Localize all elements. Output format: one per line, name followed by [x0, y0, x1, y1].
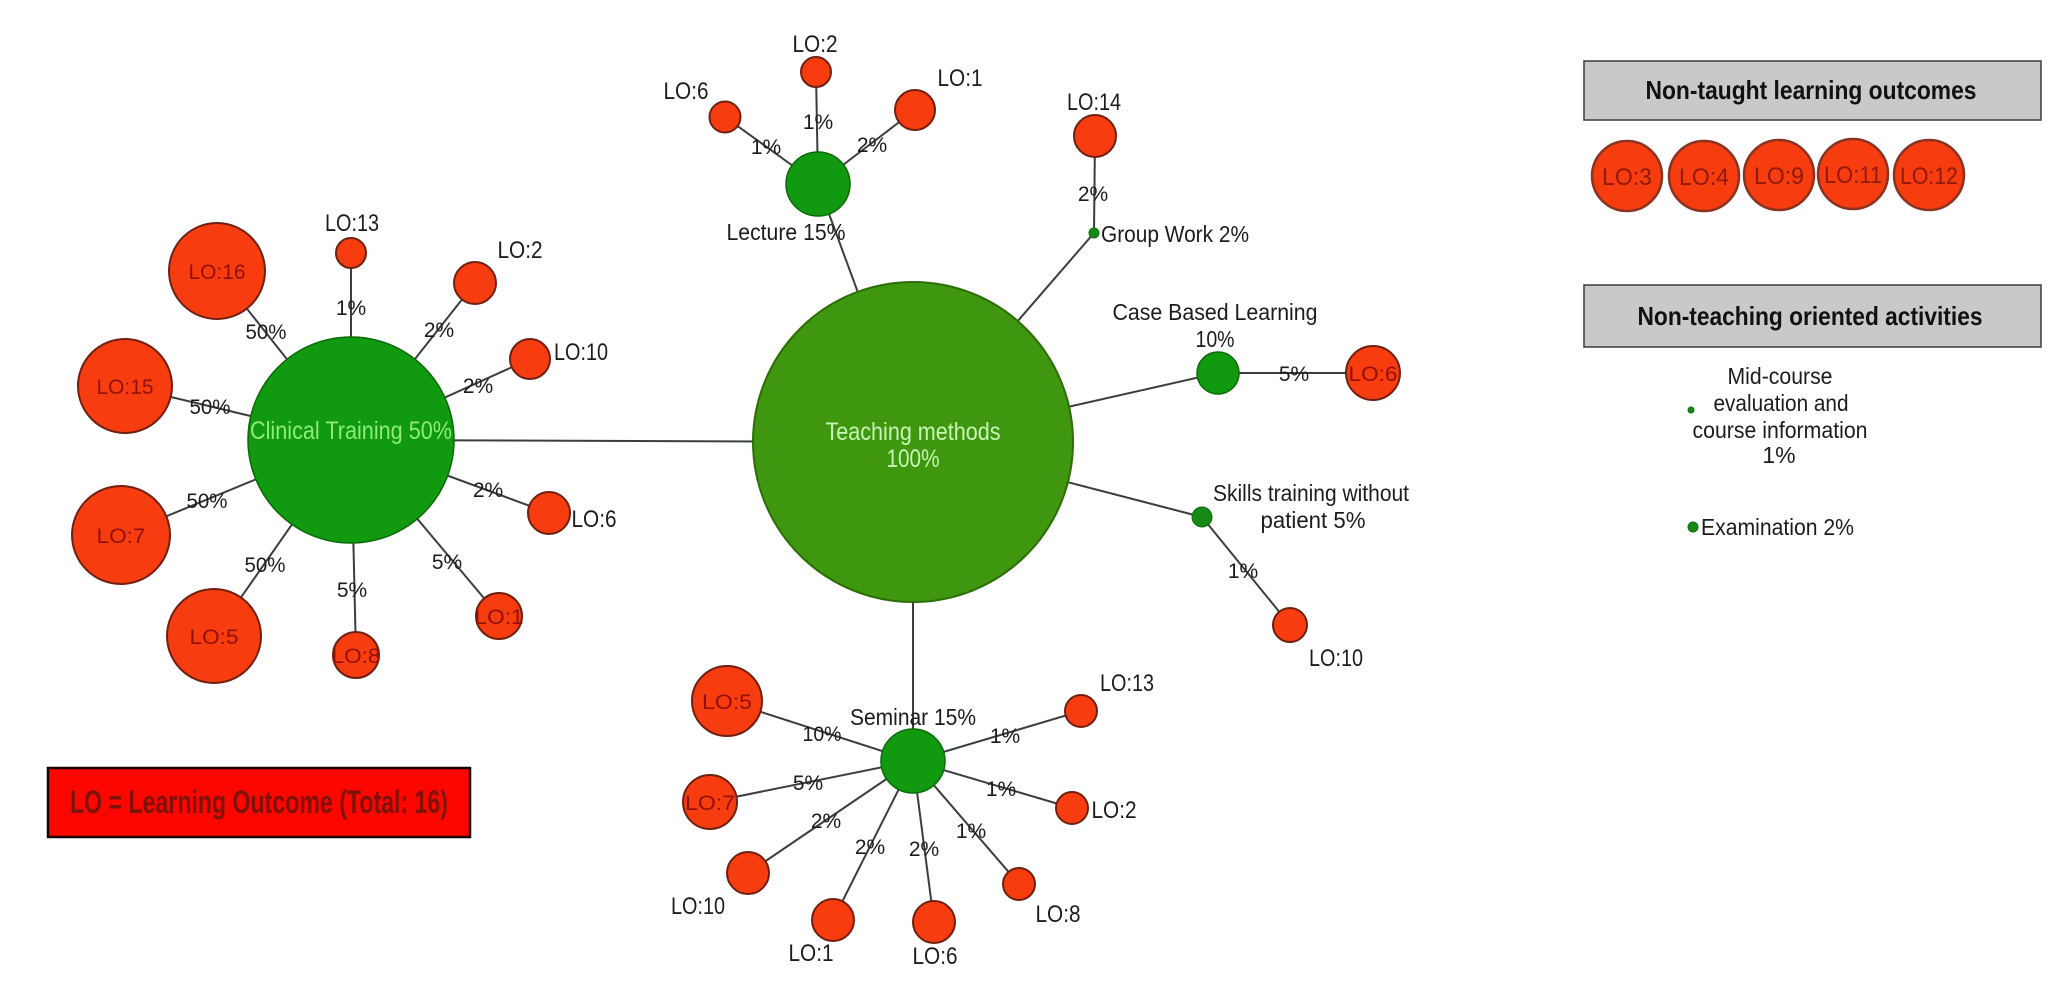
svg-text:LO:8: LO:8 [1036, 901, 1081, 928]
svg-text:10%: 10% [1196, 326, 1235, 352]
svg-text:LO:8: LO:8 [332, 645, 381, 668]
svg-text:LO:15: LO:15 [97, 376, 154, 399]
svg-text:course information: course information [1693, 417, 1868, 443]
svg-text:2%: 2% [909, 838, 939, 861]
svg-text:50%: 50% [245, 554, 286, 577]
svg-text:50%: 50% [187, 490, 228, 513]
svg-text:1%: 1% [986, 778, 1016, 801]
svg-text:50%: 50% [190, 396, 231, 419]
svg-text:LO:2: LO:2 [793, 31, 838, 58]
svg-text:5%: 5% [1279, 363, 1309, 386]
svg-text:LO:6: LO:6 [664, 78, 709, 105]
svg-text:Examination 2%: Examination 2% [1701, 514, 1854, 540]
svg-text:2%: 2% [857, 134, 887, 157]
svg-text:2%: 2% [473, 479, 503, 502]
svg-text:LO:1: LO:1 [789, 940, 834, 967]
svg-text:LO:10: LO:10 [671, 893, 725, 920]
svg-text:1%: 1% [1228, 560, 1258, 583]
svg-text:LO:7: LO:7 [97, 525, 146, 548]
svg-text:10%: 10% [803, 723, 842, 746]
svg-text:LO = Learning Outcome (Total:: LO = Learning Outcome (Total: 16) [70, 784, 448, 820]
svg-text:LO:2: LO:2 [498, 237, 543, 264]
svg-text:LO:5: LO:5 [702, 691, 752, 714]
svg-text:5%: 5% [432, 551, 462, 574]
svg-text:1%: 1% [990, 725, 1020, 748]
svg-text:100%: 100% [887, 445, 940, 473]
svg-text:LO:4: LO:4 [1679, 164, 1729, 191]
svg-text:Non-teaching oriented activiti: Non-teaching oriented activities [1638, 301, 1983, 331]
svg-text:Clinical Training 50%: Clinical Training 50% [250, 417, 452, 445]
svg-text:patient 5%: patient 5% [1261, 507, 1366, 533]
svg-text:LO:10: LO:10 [554, 339, 608, 366]
svg-text:Case Based Learning: Case Based Learning [1113, 299, 1318, 325]
svg-text:LO:6: LO:6 [1349, 363, 1398, 386]
svg-text:5%: 5% [793, 772, 823, 795]
svg-text:2%: 2% [855, 836, 885, 859]
svg-text:Seminar 15%: Seminar 15% [850, 704, 976, 730]
svg-text:LO:12: LO:12 [1900, 163, 1958, 190]
svg-text:50%: 50% [246, 321, 287, 344]
svg-text:LO:2: LO:2 [1092, 797, 1137, 824]
svg-text:LO:5: LO:5 [190, 626, 239, 649]
svg-text:2%: 2% [1078, 183, 1108, 206]
svg-text:LO:1: LO:1 [475, 606, 524, 629]
svg-text:LO:9: LO:9 [1754, 163, 1804, 190]
svg-text:1%: 1% [956, 820, 986, 843]
svg-text:Non-taught learning outcomes: Non-taught learning outcomes [1646, 75, 1977, 105]
svg-text:LO:7: LO:7 [685, 792, 735, 815]
svg-text:2%: 2% [424, 319, 454, 342]
svg-text:Mid-course: Mid-course [1728, 363, 1833, 389]
svg-text:1%: 1% [1762, 442, 1795, 468]
svg-text:LO:16: LO:16 [189, 261, 246, 284]
svg-text:Lecture 15%: Lecture 15% [727, 219, 846, 245]
svg-text:2%: 2% [811, 810, 841, 833]
svg-text:evaluation and: evaluation and [1714, 390, 1849, 416]
svg-text:1%: 1% [803, 111, 833, 134]
svg-text:LO:3: LO:3 [1602, 164, 1652, 191]
svg-text:LO:11: LO:11 [1824, 162, 1882, 189]
svg-text:Teaching methods: Teaching methods [826, 418, 1001, 446]
svg-text:LO:6: LO:6 [913, 943, 958, 970]
svg-text:LO:13: LO:13 [325, 210, 379, 237]
svg-text:1%: 1% [751, 136, 781, 159]
svg-text:LO:1: LO:1 [938, 65, 983, 92]
svg-text:LO:10: LO:10 [1309, 645, 1363, 672]
svg-text:LO:13: LO:13 [1100, 670, 1154, 697]
svg-text:1%: 1% [336, 297, 366, 320]
svg-text:5%: 5% [337, 579, 367, 602]
svg-text:LO:6: LO:6 [572, 506, 617, 533]
svg-text:Group Work 2%: Group Work 2% [1101, 221, 1249, 247]
svg-text:Skills training without: Skills training without [1213, 480, 1410, 506]
svg-text:LO:14: LO:14 [1067, 89, 1121, 116]
svg-text:2%: 2% [463, 375, 493, 398]
